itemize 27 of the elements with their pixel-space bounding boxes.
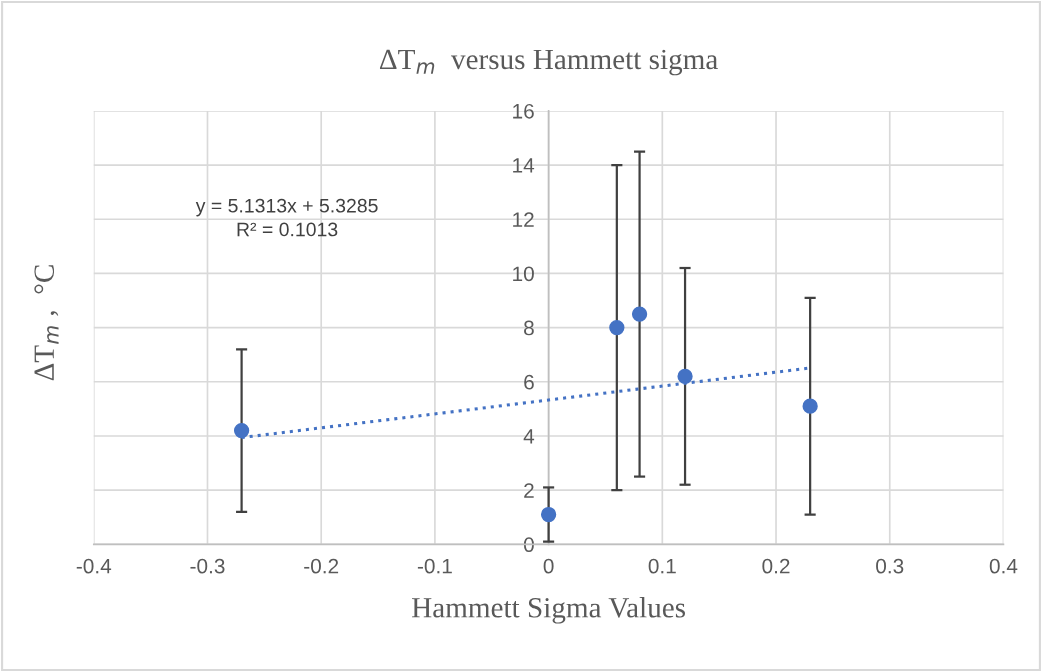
point [677,368,693,385]
x-tick-label: 0 [543,558,554,574]
point [631,306,648,322]
x-tick-label: 0.4 [989,558,1018,574]
y-tick-label: 12 [513,212,534,227]
point [802,398,818,414]
point [609,319,625,336]
point [540,506,557,523]
y-tick-label: 14 [513,158,535,173]
x-tick-label: 0.2 [762,558,790,574]
x-tick-label: -0.4 [76,558,112,574]
y-tick-label: 4 [523,429,535,444]
x-axis-title: Hammett Sigma Values [412,597,685,624]
x-tick-label: 0.1 [648,558,676,574]
chart-title: ΔT$_{m}$ versus Hammett sigma [379,49,718,76]
y-tick-label: 8 [524,320,534,336]
x-tick-label: -0.1 [417,558,452,574]
x-tick-label: -0.2 [304,558,339,574]
x-tick-label: -0.3 [190,558,225,574]
y-tick-label: 6 [524,374,534,390]
point [233,422,250,439]
annotation: y = 5.1313x + 5.3285 R² = 0.1013 [195,198,378,237]
x-tick-label: 0.3 [876,558,904,574]
y-axis-title: ΔT$_{m}$ , °C [34,265,59,381]
y-tick-label: 2 [524,483,534,498]
y-tick-label: 16 [513,103,534,119]
y-tick-label: 10 [513,266,534,282]
